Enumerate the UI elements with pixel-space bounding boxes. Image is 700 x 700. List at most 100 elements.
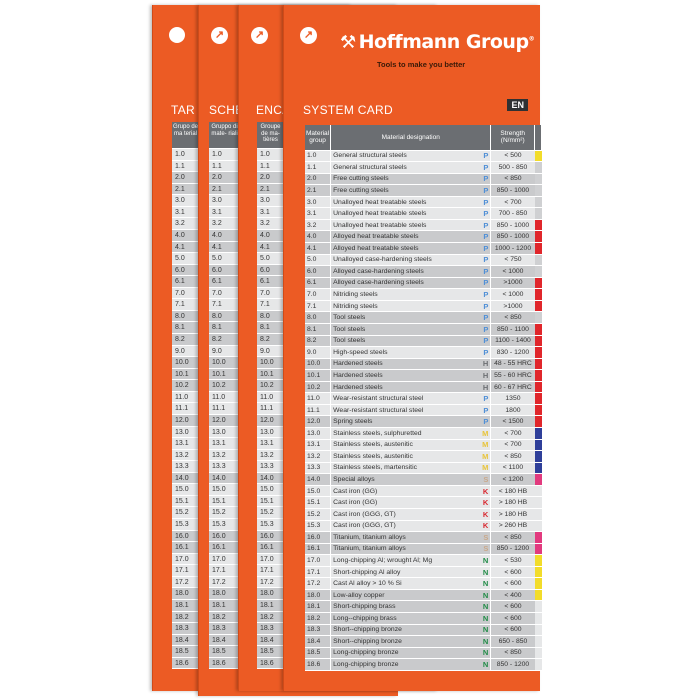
material-letter: P (480, 173, 491, 186)
group-cell: 18.4 (172, 634, 199, 647)
group-cell: 15.2 (305, 508, 332, 521)
strength-cell: < 1100 (490, 462, 535, 475)
material-letter: M (480, 439, 491, 452)
designation-cell: High-speed steels (330, 346, 481, 359)
group-cell: 1.1 (257, 160, 284, 173)
group-cell: 13.2 (209, 449, 240, 462)
table-row: 18.3 Short--chipping bronze N < 600 (305, 624, 542, 637)
group-cell: 3.0 (172, 195, 199, 207)
material-letter: S (480, 543, 491, 556)
designation-cell: Tool steels (330, 335, 481, 348)
material-letter: P (480, 346, 491, 359)
group-cell: 18.3 (257, 623, 284, 635)
material-letter: M (480, 462, 491, 475)
group-cell: 1.0 (257, 149, 284, 161)
group-cell: 9.0 (172, 345, 199, 358)
group-cell: 18.6 (305, 658, 332, 671)
table-row: 8.2 Tool steels P 1100 - 1400 (305, 335, 542, 348)
material-letter: N (480, 612, 491, 625)
strength-cell: > 260 HB (490, 520, 535, 533)
color-strip (534, 184, 542, 197)
group-cell: 11.0 (257, 391, 284, 404)
strength-cell: < 700 (490, 427, 535, 440)
strength-cell: 850 - 1200 (490, 658, 535, 671)
strength-cell: < 600 (490, 566, 535, 579)
group-header: Gruppo di mate- riali (209, 122, 240, 149)
group-cell: 10.1 (209, 368, 240, 381)
group-cell: 6.0 (257, 264, 284, 277)
strength-cell: < 700 (490, 439, 535, 452)
group-cell: 2.1 (257, 183, 284, 196)
group-cell: 6.1 (172, 276, 199, 288)
group-cell: 15.2 (209, 507, 240, 519)
color-strip (534, 624, 542, 637)
designation-cell: Hardened steels (330, 358, 481, 371)
group-cell: 2.0 (257, 172, 284, 184)
group-header: Grupo de ma terial (172, 122, 199, 149)
group-cell: 13.2 (257, 449, 284, 462)
group-column: Gruppo di mate- riali 1.0 1.1 2.0 2.1 3.0 3.1 3… (209, 122, 240, 670)
material-letter: P (480, 254, 491, 267)
group-cell: 9.0 (305, 346, 332, 359)
designation-cell: Stainless steels, austenitic (330, 439, 481, 452)
group-cell: 15.1 (172, 495, 199, 508)
table-row: 3.1 Unalloyed heat treatable steels P 700 -… (305, 207, 542, 220)
material-letter: P (480, 335, 491, 348)
group-cell: 8.1 (172, 322, 199, 334)
group-cell: 18.4 (257, 634, 284, 647)
group-cell: 10.0 (305, 358, 332, 371)
group-cell: 9.0 (209, 345, 240, 358)
designation-cell: Alloyed case-hardening steels (330, 265, 481, 278)
table-row: 3.0 Unalloyed heat treatable steels P < 700 (305, 196, 542, 209)
material-letter: P (480, 392, 491, 405)
color-strip (534, 346, 542, 359)
strength-cell: < 850 (490, 647, 535, 660)
color-strip (534, 254, 542, 267)
group-cell: 14.0 (172, 472, 199, 485)
designation-cell: Free cutting steels (330, 173, 481, 186)
group-cell: 13.0 (209, 426, 240, 439)
material-letter: P (480, 300, 491, 313)
strength-cell: 850 - 1000 (490, 184, 535, 197)
strength-cell: 1000 - 1200 (490, 242, 535, 255)
card-title: SYSTEM CARD (303, 103, 393, 117)
table-row: 17.0 Long-chipping Al; wrought Al; Mg N < 5… (305, 554, 542, 567)
material-letter: H (480, 381, 491, 394)
group-cell: 16.1 (209, 542, 240, 554)
header-group: Material group (305, 125, 332, 151)
designation-cell: Alloyed heat treatable steels (330, 230, 481, 243)
group-cell: 18.2 (209, 611, 240, 624)
designation-cell: Hardened steels (330, 369, 481, 382)
group-cell: 3.0 (305, 196, 332, 209)
designation-cell: Tool steels (330, 323, 481, 336)
designation-cell: Spring steels (330, 415, 481, 428)
designation-cell: Special alloys (330, 473, 481, 486)
group-cell: 13.1 (209, 438, 240, 450)
group-cell: 18.5 (172, 646, 199, 658)
group-cell: 8.2 (257, 334, 284, 346)
designation-cell: Wear-resistant structural steel (330, 404, 481, 417)
strength-cell: 850 - 1100 (490, 323, 535, 336)
group-cell: 1.0 (305, 150, 332, 163)
designation-cell: Stainless steels, austenitic (330, 450, 481, 463)
group-cell: 16.0 (209, 530, 240, 543)
color-strip (534, 311, 542, 324)
group-cell: 8.0 (257, 310, 284, 323)
table-row: 6.1 Alloyed case-hardening steels P >1000 (305, 277, 542, 290)
group-cell: 12.0 (257, 414, 284, 427)
material-letter: P (480, 230, 491, 243)
strength-cell: >1000 (490, 300, 535, 313)
group-cell: 3.0 (257, 195, 284, 207)
group-cell: 6.1 (209, 276, 240, 288)
designation-cell: Short--chipping bronze (330, 635, 481, 648)
color-strip (534, 173, 542, 186)
material-letter: M (480, 450, 491, 463)
group-cell: 2.1 (172, 183, 199, 196)
card-title: TAR (171, 103, 196, 117)
table-row: 8.1 Tool steels P 850 - 1100 (305, 323, 542, 336)
group-header: Groupe de ma- tières (257, 122, 284, 149)
group-cell: 3.0 (209, 195, 240, 207)
table-row: 12.0 Spring steels P < 1500 (305, 415, 542, 428)
table-row: 7.1 Nitriding steels P >1000 (305, 300, 542, 313)
group-cell: 1.1 (172, 160, 199, 173)
